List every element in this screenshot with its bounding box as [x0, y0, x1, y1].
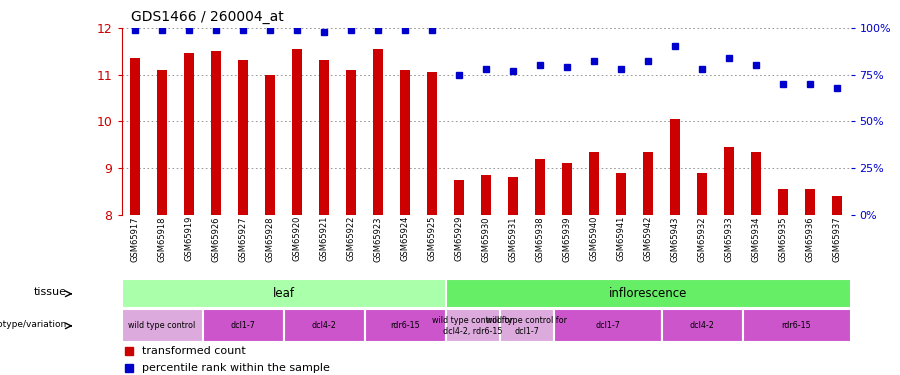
Text: GDS1466 / 260004_at: GDS1466 / 260004_at — [130, 10, 284, 24]
Bar — [122, 279, 446, 308]
Bar — [284, 309, 364, 342]
Text: rdr6-15: rdr6-15 — [390, 321, 420, 330]
Bar — [292, 49, 302, 215]
Text: GSM65917: GSM65917 — [130, 216, 140, 261]
Bar — [446, 309, 500, 342]
Text: wild type control for
dcl4-2, rdr6-15: wild type control for dcl4-2, rdr6-15 — [432, 316, 513, 336]
Text: GSM65926: GSM65926 — [212, 216, 220, 261]
Bar — [158, 70, 166, 215]
Text: transformed count: transformed count — [142, 346, 246, 356]
Text: GSM65931: GSM65931 — [508, 216, 518, 261]
Bar — [320, 60, 328, 215]
Bar — [778, 189, 788, 215]
Text: GSM65942: GSM65942 — [644, 216, 652, 261]
Bar — [202, 309, 284, 342]
Text: wild type control: wild type control — [129, 321, 195, 330]
Text: GSM65938: GSM65938 — [536, 216, 544, 262]
Text: GSM65932: GSM65932 — [698, 216, 706, 261]
Bar — [752, 152, 760, 215]
Text: rdr6-15: rdr6-15 — [781, 321, 812, 330]
Text: GSM65939: GSM65939 — [562, 216, 572, 261]
Bar — [742, 309, 850, 342]
Text: GSM65921: GSM65921 — [320, 216, 328, 261]
Text: GSM65935: GSM65935 — [778, 216, 788, 261]
Text: GSM65940: GSM65940 — [590, 216, 598, 261]
Bar — [670, 119, 680, 215]
Text: genotype/variation: genotype/variation — [0, 320, 67, 328]
Bar — [446, 279, 850, 308]
Bar — [644, 152, 652, 215]
Bar — [724, 147, 733, 215]
Text: dcl1-7: dcl1-7 — [595, 321, 620, 330]
Bar — [662, 309, 742, 342]
Text: GSM65930: GSM65930 — [482, 216, 490, 261]
Bar — [482, 175, 490, 215]
Text: GSM65918: GSM65918 — [158, 216, 166, 261]
Bar — [536, 159, 544, 215]
Bar — [454, 180, 464, 215]
Text: GSM65920: GSM65920 — [292, 216, 302, 261]
Text: GSM65929: GSM65929 — [454, 216, 464, 261]
Text: percentile rank within the sample: percentile rank within the sample — [142, 363, 329, 373]
Bar — [364, 309, 446, 342]
Bar — [130, 58, 140, 215]
Text: GSM65927: GSM65927 — [238, 216, 248, 261]
Bar — [212, 51, 220, 215]
Bar — [266, 75, 274, 215]
Bar — [698, 172, 706, 215]
Bar — [554, 309, 662, 342]
Bar — [508, 177, 518, 215]
Bar — [374, 49, 382, 215]
Text: GSM65936: GSM65936 — [806, 216, 814, 262]
Bar — [616, 172, 625, 215]
Text: GSM65925: GSM65925 — [428, 216, 436, 261]
Text: GSM65943: GSM65943 — [670, 216, 680, 261]
Bar — [590, 152, 598, 215]
Text: GSM65934: GSM65934 — [752, 216, 760, 261]
Bar — [562, 164, 572, 215]
Text: dcl4-2: dcl4-2 — [311, 321, 337, 330]
Bar — [806, 189, 814, 215]
Text: GSM65933: GSM65933 — [724, 216, 733, 262]
Text: dcl4-2: dcl4-2 — [689, 321, 715, 330]
Text: GSM65919: GSM65919 — [184, 216, 194, 261]
Bar — [500, 309, 554, 342]
Text: tissue: tissue — [34, 287, 67, 297]
Text: wild type control for
dcl1-7: wild type control for dcl1-7 — [486, 316, 567, 336]
Text: GSM65923: GSM65923 — [374, 216, 382, 261]
Text: dcl1-7: dcl1-7 — [230, 321, 256, 330]
Bar — [238, 60, 248, 215]
Bar — [832, 196, 842, 215]
Text: GSM65928: GSM65928 — [266, 216, 274, 261]
Bar — [346, 70, 356, 215]
Text: GSM65922: GSM65922 — [346, 216, 356, 261]
Text: GSM65924: GSM65924 — [400, 216, 410, 261]
Bar — [122, 309, 202, 342]
Bar — [400, 70, 410, 215]
Text: inflorescence: inflorescence — [608, 287, 688, 300]
Bar — [184, 54, 194, 215]
Text: leaf: leaf — [273, 287, 294, 300]
Text: GSM65941: GSM65941 — [616, 216, 625, 261]
Bar — [428, 72, 436, 215]
Text: GSM65937: GSM65937 — [832, 216, 842, 262]
